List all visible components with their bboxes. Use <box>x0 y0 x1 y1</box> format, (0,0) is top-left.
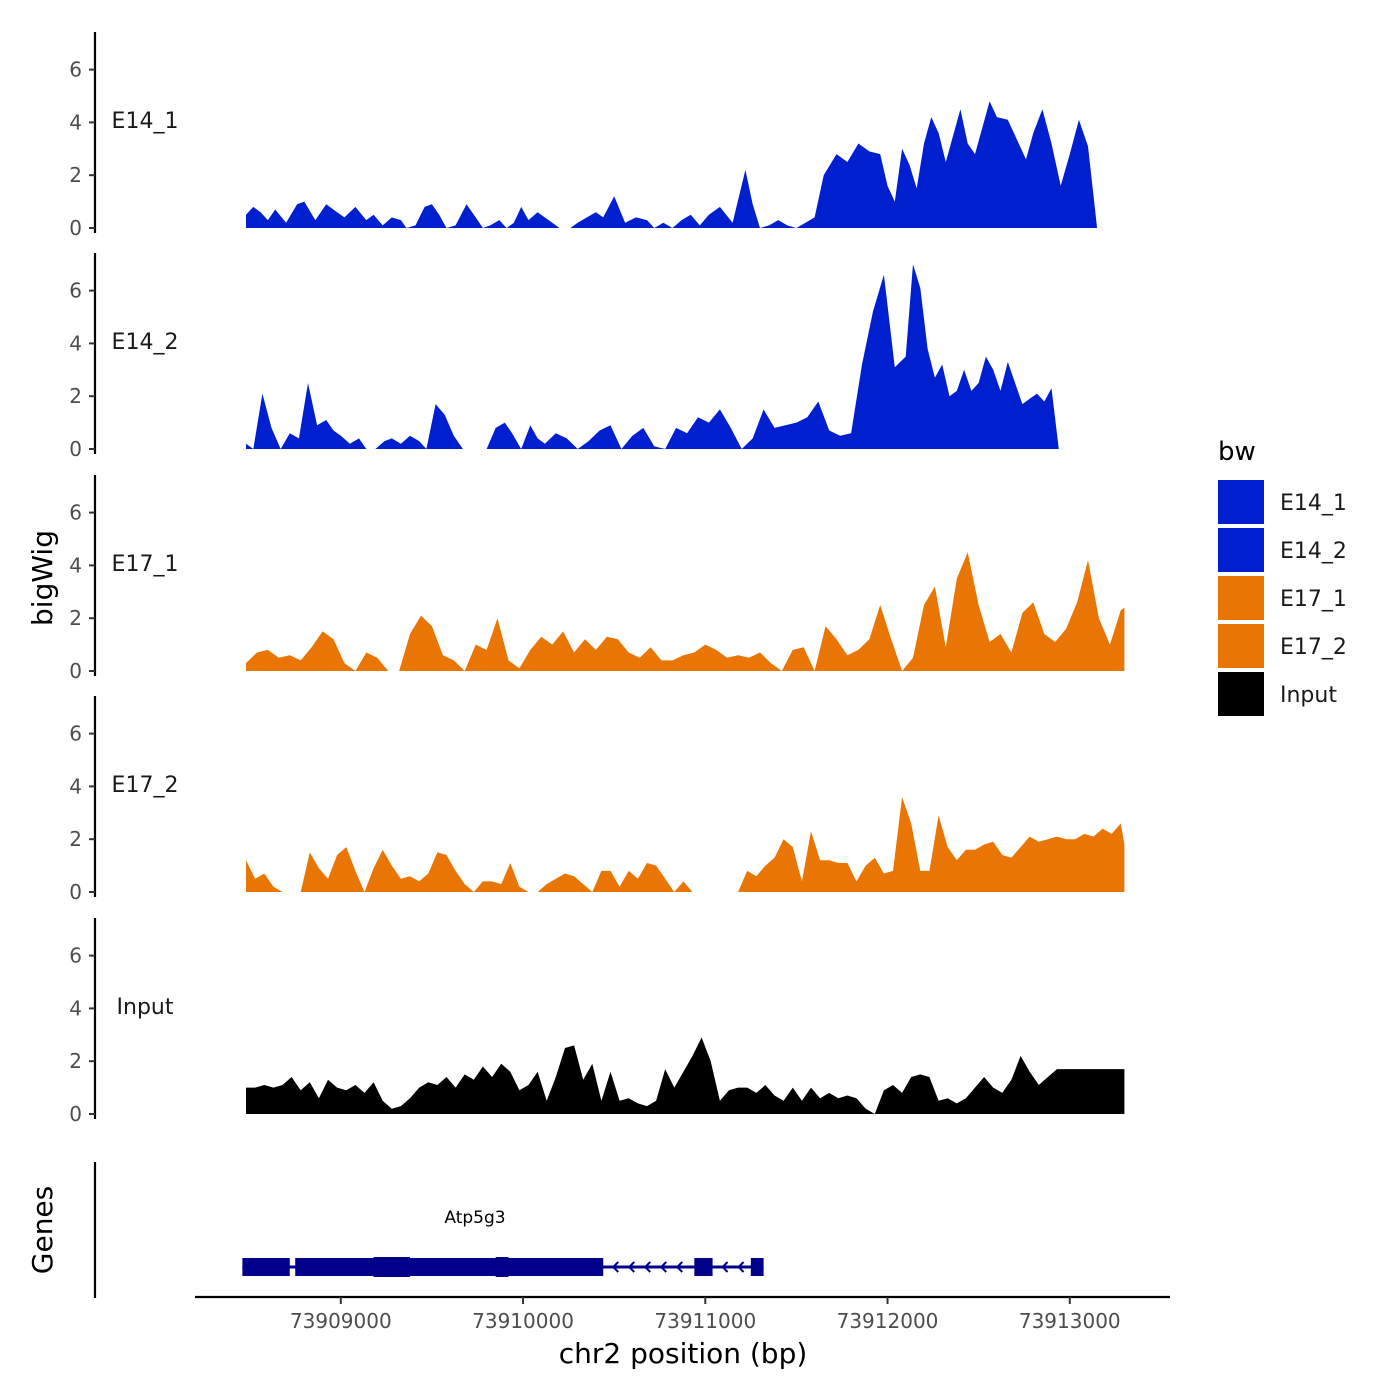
legend-label: E14_2 <box>1280 539 1347 564</box>
area-E14_2 <box>246 264 1125 449</box>
gene-cds-block <box>373 1257 411 1277</box>
legend-label: E14_1 <box>1280 491 1347 516</box>
y-tick-label: 0 <box>69 1102 82 1126</box>
legend-swatch <box>1218 528 1264 572</box>
legend: bw E14_1 E14_2 E17_1 E17_2 Input <box>1218 437 1347 716</box>
legend-entry-E17_2: E17_2 <box>1218 624 1347 668</box>
legend-title: bw <box>1218 437 1256 467</box>
legend-swatch <box>1218 624 1264 668</box>
strand-arrow <box>643 1261 651 1273</box>
legend-entry-Input: Input <box>1218 672 1337 716</box>
y-tick-label: 0 <box>69 880 82 904</box>
panel-E14_2: 0 2 4 6 E14_2 <box>69 253 1125 461</box>
strand-arrow <box>627 1261 635 1273</box>
panel-E14_1: 0 2 4 6 E14_1 <box>69 32 1125 240</box>
x-tick-label: 73909000 <box>290 1309 392 1333</box>
gene-exon <box>242 1258 290 1276</box>
area-E17_1 <box>246 552 1125 671</box>
y-tick-label: 6 <box>69 944 82 968</box>
panel-E17_1: 0 2 4 6 E17_1 <box>69 475 1125 683</box>
gene-exon <box>694 1258 713 1276</box>
area-E17_2 <box>246 797 1125 892</box>
area-Input <box>246 1037 1125 1114</box>
legend-entry-E17_1: E17_1 <box>1218 576 1347 620</box>
y-tick-label: 6 <box>69 722 82 746</box>
y-tick-label: 4 <box>69 331 82 355</box>
y-tick-label: 0 <box>69 216 82 240</box>
y-tick-label: 4 <box>69 553 82 577</box>
y-tick-label: 2 <box>69 384 82 408</box>
y-tick-label: 6 <box>69 58 82 82</box>
legend-entry-E14_1: E14_1 <box>1218 480 1347 524</box>
legend-entry-E14_2: E14_2 <box>1218 528 1347 572</box>
x-tick-label: 73913000 <box>1019 1309 1121 1333</box>
x-axis-title: chr2 position (bp) <box>559 1337 808 1370</box>
panel-E17_2: 0 2 4 6 E17_2 <box>69 696 1125 904</box>
area-E14_1 <box>246 101 1125 228</box>
y-tick-label: 6 <box>69 279 82 303</box>
x-tick-label: 73910000 <box>472 1309 574 1333</box>
genes-track-title: Genes <box>26 1186 59 1274</box>
track-label-E14_1: E14_1 <box>112 109 179 134</box>
strand-arrow <box>611 1261 619 1273</box>
track-label-Input: Input <box>117 995 174 1020</box>
strand-arrow <box>721 1261 729 1273</box>
legend-label: E17_2 <box>1280 635 1347 660</box>
y-tick-label: 4 <box>69 110 82 134</box>
track-label-E17_2: E17_2 <box>112 773 179 798</box>
gene-exon <box>295 1258 604 1276</box>
x-tick-label: 73912000 <box>837 1309 939 1333</box>
y-tick-label: 4 <box>69 996 82 1020</box>
y-axis-title: bigWig <box>26 530 59 626</box>
y-tick-label: 2 <box>69 827 82 851</box>
gene-Atp5g3: Atp5g3 <box>242 1208 764 1277</box>
y-tick-label: 2 <box>69 1049 82 1073</box>
strand-arrow <box>659 1261 667 1273</box>
gene-cds-block <box>495 1257 509 1277</box>
y-tick-label: 0 <box>69 659 82 683</box>
y-tick-label: 6 <box>69 501 82 525</box>
y-tick-label: 2 <box>69 606 82 630</box>
strand-arrow <box>737 1261 745 1273</box>
strand-arrow <box>675 1261 683 1273</box>
y-tick-label: 4 <box>69 774 82 798</box>
legend-swatch <box>1218 576 1264 620</box>
legend-swatch <box>1218 672 1264 716</box>
legend-swatch <box>1218 480 1264 524</box>
panel-Input: 0 2 4 6 Input <box>69 918 1125 1126</box>
x-tick-label: 73911000 <box>654 1309 756 1333</box>
legend-label: Input <box>1280 683 1337 708</box>
y-tick-label: 2 <box>69 163 82 187</box>
gene-label: Atp5g3 <box>444 1208 505 1228</box>
gene-exon <box>750 1258 764 1276</box>
track-label-E17_1: E17_1 <box>112 552 179 577</box>
track-label-E14_2: E14_2 <box>112 330 179 355</box>
y-tick-label: 0 <box>69 437 82 461</box>
legend-label: E17_1 <box>1280 587 1347 612</box>
